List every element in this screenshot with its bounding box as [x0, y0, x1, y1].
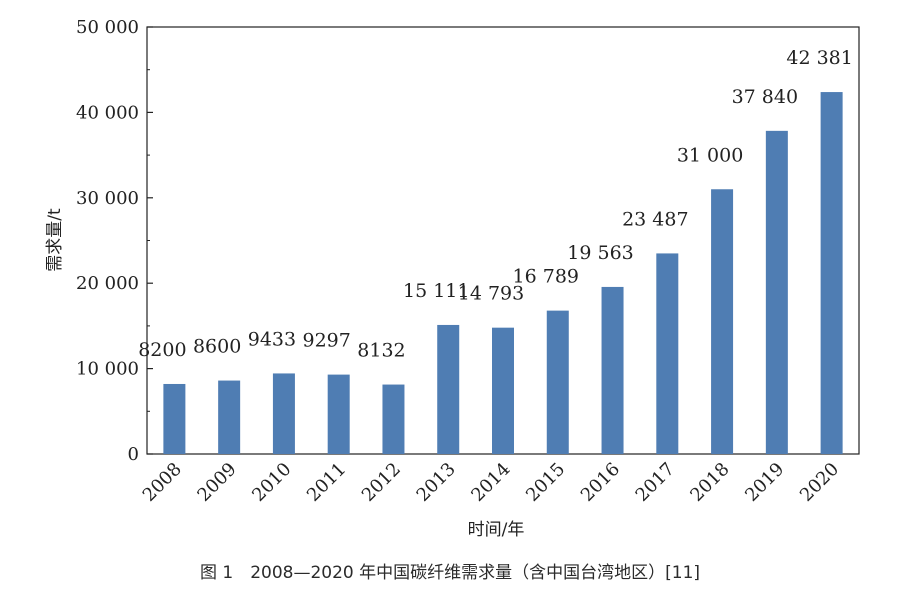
- data-label: 42 381: [786, 47, 852, 69]
- y-tick-label: 10 000: [76, 359, 139, 380]
- bar: [711, 189, 734, 454]
- x-tick-label: 2009: [193, 459, 240, 506]
- x-axis-label: 时间/年: [468, 520, 525, 540]
- bar: [765, 130, 788, 454]
- x-tick-label: 2008: [139, 459, 186, 506]
- bar: [163, 383, 186, 454]
- bar: [820, 92, 843, 455]
- x-tick-label: 2019: [741, 459, 788, 506]
- y-axis-label: 需求量/t: [45, 208, 65, 272]
- bar: [272, 373, 295, 454]
- x-tick-label: 2011: [303, 459, 350, 506]
- data-label: 31 000: [677, 144, 743, 166]
- data-label: 8200: [138, 339, 186, 361]
- bar: [327, 374, 350, 454]
- y-tick-label: 50 000: [76, 17, 139, 38]
- data-label: 37 840: [732, 86, 798, 108]
- data-label: 15 111: [403, 280, 469, 302]
- y-tick-label: 0: [128, 444, 139, 465]
- bar: [492, 327, 514, 454]
- x-tick-label: 2012: [358, 459, 405, 506]
- y-tick-labels: 0 10 000 20 000 30 000 40 000 50 000: [76, 17, 139, 465]
- bar: [218, 380, 241, 454]
- y-tick-label: 20 000: [76, 273, 139, 294]
- data-label: 8132: [357, 340, 405, 362]
- x-tick-label: 2017: [632, 459, 679, 506]
- data-label: 8600: [193, 336, 241, 358]
- x-tick-label: 2013: [413, 459, 460, 506]
- x-tick-label: 2016: [577, 459, 624, 506]
- bar: [382, 384, 405, 454]
- data-label: 9297: [303, 330, 351, 352]
- y-tick-label: 30 000: [76, 188, 139, 209]
- bar: [546, 310, 569, 454]
- bar: [601, 286, 624, 454]
- figure-caption: 图 1 2008—2020 年中国碳纤维需求量（含中国台湾地区）[11]: [199, 563, 701, 583]
- x-tick-label: 2014: [467, 459, 514, 506]
- bar: [437, 324, 460, 454]
- data-label: 9433: [248, 328, 296, 350]
- data-label: 19 563: [567, 242, 633, 264]
- bar: [656, 253, 679, 454]
- x-tick-label: 2015: [522, 459, 569, 506]
- data-label: 14 793: [458, 283, 524, 305]
- data-label: 23 487: [622, 208, 688, 230]
- x-tick-label: 2020: [796, 459, 843, 506]
- y-tick-label: 40 000: [76, 102, 139, 123]
- x-tick-label: 2018: [686, 459, 733, 506]
- x-tick-label: 2010: [248, 459, 295, 506]
- bars: [163, 92, 843, 455]
- data-label: 16 789: [513, 266, 579, 288]
- x-tick-labels: 2008 2009 2010 2011 2012 2013 2014 2015 2016 2017…: [139, 459, 843, 506]
